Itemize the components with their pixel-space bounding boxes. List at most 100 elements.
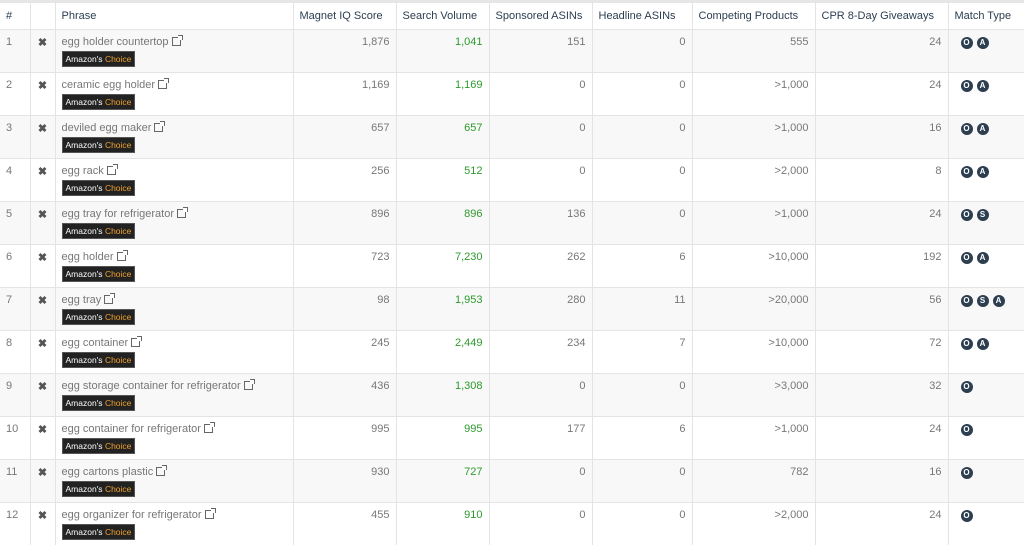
match-type-o-icon: O (960, 165, 973, 178)
amazons-choice-badge: Amazon's Choice (61, 437, 136, 454)
amazons-choice-badge: Amazon's Choice (61, 50, 136, 67)
phrase-cell: egg organizer for refrigerator Amazon's C… (54, 501, 293, 545)
phrase-link[interactable]: egg holder (61, 250, 114, 263)
match-type-s-icon: S (976, 294, 989, 307)
phrase-link[interactable]: egg holder countertop (61, 35, 169, 48)
phrase-link[interactable]: egg cartons plastic (61, 465, 154, 478)
external-link-icon[interactable] (106, 163, 118, 175)
competing-products: 782 (691, 458, 815, 502)
external-link-icon[interactable] (243, 378, 255, 390)
phrase-link[interactable]: egg storage container for refrigerator (61, 379, 241, 392)
search-volume: 657 (395, 114, 489, 158)
magnet-iq-score: 98 (292, 286, 396, 330)
table-row: 7 ✖ egg tray Amazon's Choice 98 1,953 280… (0, 286, 1024, 330)
remove-icon[interactable]: ✖ (29, 329, 55, 373)
row-number: 9 (0, 372, 30, 416)
remove-icon[interactable]: ✖ (29, 501, 55, 545)
cpr-giveaways: 72 (814, 329, 948, 373)
phrase-link[interactable]: ceramic egg holder (61, 78, 156, 91)
header-col-sponsored-asins[interactable]: Sponsored ASINs (488, 3, 592, 29)
match-type-o-icon: O (960, 294, 973, 307)
headline-asins: 0 (591, 501, 692, 545)
match-type-o-icon: O (960, 36, 973, 49)
match-type-o-icon: O (960, 79, 973, 92)
cpr-giveaways: 8 (814, 157, 948, 201)
external-link-icon[interactable] (131, 335, 143, 347)
phrase-link[interactable]: egg tray (61, 293, 102, 306)
table-row: 8 ✖ egg container Amazon's Choice 245 2,4… (0, 329, 1024, 373)
phrase-cell: egg container Amazon's Choice (54, 329, 293, 373)
phrase-cell: egg tray for refrigerator Amazon's Choice (54, 200, 293, 244)
match-type-o-icon: O (960, 122, 973, 135)
table-row: 12 ✖ egg organizer for refrigerator Amazo… (0, 501, 1024, 545)
remove-icon[interactable]: ✖ (29, 372, 55, 416)
external-link-icon[interactable] (104, 292, 116, 304)
row-number: 10 (0, 415, 30, 459)
phrase-link[interactable]: egg rack (61, 164, 104, 177)
phrase-link[interactable]: deviled egg maker (61, 121, 152, 134)
remove-icon[interactable]: ✖ (29, 286, 55, 330)
search-volume: 1,953 (395, 286, 489, 330)
headline-asins: 0 (591, 71, 692, 115)
phrase-link[interactable]: egg tray for refrigerator (61, 207, 175, 220)
match-type-o-icon: O (960, 466, 973, 479)
header-col-number: # (6, 9, 13, 22)
table-row: 6 ✖ egg holder Amazon's Choice 723 7,230 … (0, 243, 1024, 287)
table-row: 1 ✖ egg holder countertop Amazon's Choice… (0, 28, 1024, 72)
external-link-icon[interactable] (203, 421, 215, 433)
headline-asins: 11 (591, 286, 692, 330)
remove-icon[interactable]: ✖ (29, 458, 55, 502)
header-col-search-volume[interactable]: Search Volume (395, 3, 489, 29)
phrase-cell: egg cartons plastic Amazon's Choice (54, 458, 293, 502)
external-link-icon[interactable] (204, 507, 216, 519)
header-col-phrase[interactable]: Phrase (54, 3, 293, 29)
headline-asins: 0 (591, 114, 692, 158)
phrase-link[interactable]: egg container (61, 336, 129, 349)
header-col-headline-asins[interactable]: Headline ASINs (591, 3, 692, 29)
remove-icon[interactable]: ✖ (29, 28, 55, 72)
competing-products: >2,000 (691, 501, 815, 545)
external-link-icon[interactable] (171, 34, 183, 46)
external-link-icon[interactable] (177, 206, 188, 218)
row-number: 5 (0, 200, 30, 244)
headline-asins: 0 (591, 28, 692, 72)
header-col-remove (29, 3, 55, 29)
header-row: # Phrase Magnet IQ Score Search Volume Spons… (0, 3, 1024, 29)
headline-asins: 6 (591, 415, 692, 459)
header-col-competing-products[interactable]: Competing Products (691, 3, 815, 29)
header-col-cpr-giveaways[interactable]: CPR 8-Day Giveaways (814, 3, 948, 29)
sponsored-asins: 234 (488, 329, 592, 373)
external-link-icon[interactable] (154, 120, 166, 132)
amazons-choice-badge: Amazon's Choice (61, 93, 136, 110)
table-row: 10 ✖ egg container for refrigerator Amazo… (0, 415, 1024, 459)
external-link-icon[interactable] (156, 464, 168, 476)
external-link-icon[interactable] (158, 77, 170, 89)
sponsored-asins: 0 (488, 157, 592, 201)
match-type-a-icon: A (976, 79, 989, 92)
remove-icon[interactable]: ✖ (29, 415, 55, 459)
amazons-choice-badge: Amazon's Choice (61, 136, 136, 153)
cpr-giveaways: 16 (814, 114, 948, 158)
magnet-iq-score: 723 (292, 243, 396, 287)
external-link-icon[interactable] (116, 249, 128, 261)
table-row: 4 ✖ egg rack Amazon's Choice 256 512 0 0 … (0, 157, 1024, 201)
competing-products: >1,000 (691, 71, 815, 115)
sponsored-asins: 0 (488, 458, 592, 502)
header-col-magnet-iq-score[interactable]: Magnet IQ Score (292, 3, 396, 29)
magnet-iq-score: 256 (292, 157, 396, 201)
search-volume: 1,308 (395, 372, 489, 416)
remove-icon[interactable]: ✖ (29, 71, 55, 115)
remove-icon[interactable]: ✖ (29, 200, 55, 244)
sponsored-asins: 0 (488, 372, 592, 416)
remove-icon[interactable]: ✖ (29, 243, 55, 287)
phrase-link[interactable]: egg organizer for refrigerator (61, 508, 202, 521)
phrase-link[interactable]: egg container for refrigerator (61, 422, 201, 435)
remove-icon[interactable]: ✖ (29, 114, 55, 158)
match-type-a-icon: A (976, 122, 989, 135)
keyword-table: # Phrase Magnet IQ Score Search Volume Spons… (0, 3, 1024, 545)
row-number: 1 (0, 28, 30, 72)
remove-icon[interactable]: ✖ (29, 157, 55, 201)
